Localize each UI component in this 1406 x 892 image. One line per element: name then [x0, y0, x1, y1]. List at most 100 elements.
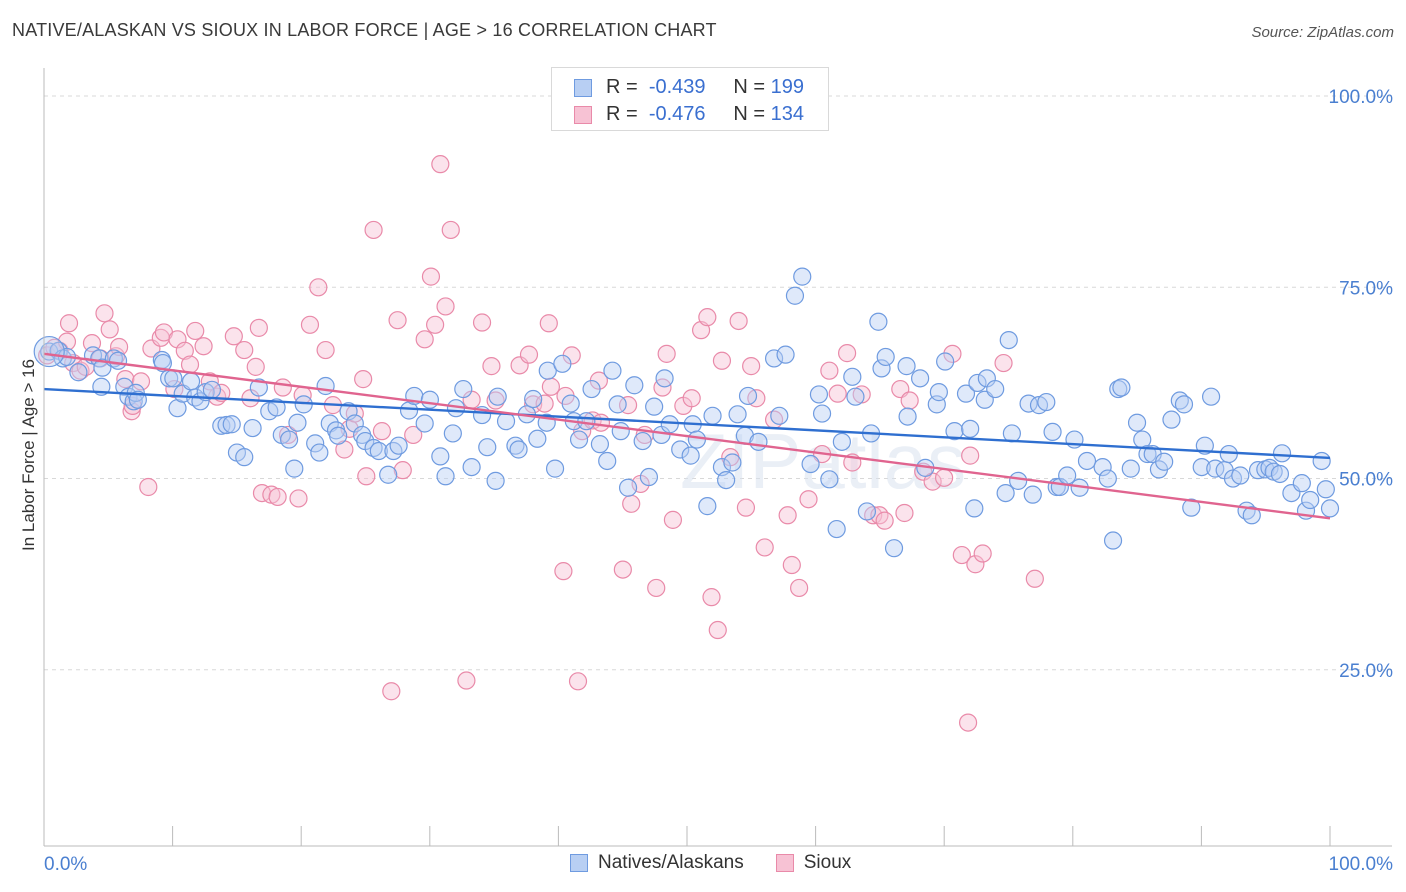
- natives-point: [1316, 480, 1335, 499]
- natives-point: [488, 387, 507, 406]
- natives-point: [553, 354, 572, 373]
- sioux-point: [289, 489, 308, 508]
- sioux-point: [541, 377, 560, 396]
- sioux-point: [943, 344, 962, 363]
- natives-point: [812, 404, 832, 423]
- natives-point: [996, 484, 1015, 503]
- natives-point: [1270, 464, 1290, 484]
- natives-point: [1248, 461, 1268, 480]
- natives-point: [832, 432, 851, 451]
- sioux-point: [613, 560, 632, 579]
- natives-point: [776, 345, 795, 364]
- sioux-point: [875, 511, 894, 530]
- natives-point: [1103, 531, 1123, 550]
- sioux-point: [168, 330, 187, 349]
- legend-item-natives: Natives/Alaskans: [570, 852, 744, 874]
- sioux-point: [472, 313, 492, 332]
- source-credit: Source: ZipAtlas.com: [1251, 24, 1394, 41]
- natives-point: [911, 369, 930, 388]
- natives-point: [369, 441, 388, 461]
- sioux-point: [755, 538, 774, 557]
- natives-point: [1162, 410, 1181, 429]
- natives-point: [384, 441, 403, 461]
- sioux-point: [657, 344, 676, 363]
- sioux-point: [554, 562, 573, 581]
- natives-point: [793, 267, 812, 286]
- natives-point: [590, 435, 610, 454]
- natives-point: [633, 431, 652, 451]
- natives-point: [153, 353, 173, 373]
- natives-point: [961, 419, 980, 438]
- natives-point: [717, 470, 736, 490]
- sioux-swatch: [574, 105, 592, 124]
- natives-point: [1112, 378, 1131, 397]
- natives-point: [1272, 444, 1292, 463]
- sioux-point: [729, 311, 748, 331]
- natives-point: [723, 453, 742, 472]
- sioux-point: [782, 555, 801, 575]
- sioux-point: [421, 267, 441, 286]
- natives-point: [1009, 471, 1028, 490]
- natives-trend-line: [43, 387, 1331, 460]
- natives-point: [625, 376, 644, 395]
- natives-point: [1242, 506, 1261, 525]
- natives-point: [486, 471, 505, 490]
- sioux-legend-swatch: [775, 854, 794, 872]
- sioux-point: [249, 318, 268, 337]
- sioux-point: [647, 578, 666, 598]
- sioux-point: [393, 461, 412, 480]
- natives-point: [820, 470, 839, 489]
- natives-point: [884, 539, 904, 558]
- natives-point: [598, 451, 617, 471]
- sioux-point: [436, 297, 455, 316]
- natives-point: [1174, 395, 1194, 414]
- natives-point: [310, 443, 329, 462]
- natives-point: [1192, 457, 1211, 477]
- sioux-point: [895, 503, 914, 523]
- natives-point: [843, 367, 862, 386]
- natives-point: [846, 387, 865, 406]
- natives-point: [645, 397, 664, 416]
- sioux-point: [357, 467, 376, 486]
- sioux-point: [994, 353, 1013, 373]
- natives-legend-label: Natives/Alaskans: [598, 852, 744, 873]
- sioux-legend-label: Sioux: [803, 852, 852, 873]
- natives-point: [569, 430, 589, 449]
- sioux-point: [973, 544, 992, 563]
- natives-point: [582, 379, 601, 399]
- natives-point: [243, 418, 262, 438]
- natives-point: [285, 459, 304, 478]
- natives-point: [306, 434, 325, 453]
- natives-point: [869, 312, 888, 331]
- sioux-point: [457, 671, 476, 690]
- natives-point: [655, 369, 674, 388]
- natives-point: [1201, 387, 1221, 406]
- natives-point: [703, 406, 722, 425]
- sioux-point: [900, 391, 919, 410]
- natives-point: [267, 398, 286, 417]
- natives-point: [639, 467, 659, 487]
- natives-point: [698, 497, 717, 516]
- natives-point: [288, 413, 307, 432]
- sioux-point: [186, 321, 205, 341]
- sioux-point: [958, 713, 978, 732]
- natives-point: [436, 467, 455, 486]
- natives-point: [749, 432, 768, 451]
- natives-point: [329, 426, 348, 445]
- sioux-point: [535, 394, 554, 413]
- sioux-point: [300, 315, 320, 334]
- sioux-point: [820, 361, 839, 380]
- sioux-point: [194, 337, 213, 356]
- natives-point: [728, 405, 747, 424]
- natives-point: [181, 372, 201, 391]
- natives-point: [1037, 392, 1056, 412]
- legend-r-value: -0.476: [648, 103, 706, 125]
- natives-point: [1138, 444, 1157, 464]
- sioux-point: [441, 220, 460, 240]
- natives-point: [1098, 469, 1117, 488]
- sioux-point: [736, 498, 756, 517]
- sioux-point: [268, 487, 287, 507]
- natives-point: [1301, 490, 1320, 510]
- sioux-point: [682, 389, 701, 408]
- sioux-point: [966, 555, 985, 574]
